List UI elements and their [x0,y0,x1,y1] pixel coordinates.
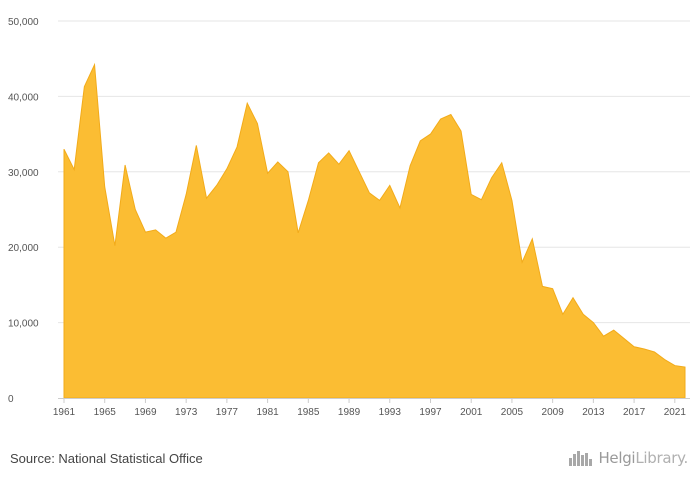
x-tick-label: 1993 [379,407,402,418]
x-tick-label: 2005 [501,407,524,418]
brand-name-suffix: Library. [635,449,688,467]
x-tick-label: 1973 [175,407,198,418]
x-tick-label: 1977 [216,407,239,418]
x-tick-label: 2021 [664,407,687,418]
axes: 0 10,000 20,000 30,000 40,000 50,000 1961 1965 1… [8,17,690,418]
x-tick-label: 1961 [53,407,76,418]
x-tick-label: 1981 [256,407,279,418]
brand-logo[interactable]: HelgiLibrary. [568,449,688,467]
y-tick-label: 10,000 [8,319,39,330]
x-tick-label: 1965 [94,407,117,418]
x-tick-label: 1985 [297,407,320,418]
y-tick-label: 20,000 [8,243,39,254]
x-tick-label: 1997 [419,407,442,418]
x-tick-label: 1989 [338,407,361,418]
y-tick-label: 50,000 [8,17,39,28]
area-series [63,62,686,399]
y-tick-label: 0 [8,394,14,405]
brand-name-main: Helgi [598,449,636,467]
y-tick-label: 40,000 [8,92,39,103]
source-note: Source: National Statistical Office [10,451,203,466]
area-series-0 [63,62,686,399]
x-tick-label: 2013 [582,407,605,418]
x-tick-label: 1969 [134,407,157,418]
x-tick-label: 2017 [623,407,646,418]
skyline-logo-icon [569,451,593,466]
brand-name: HelgiLibrary. [598,449,688,467]
y-tick-label: 30,000 [8,168,39,179]
x-tick-label: 2009 [542,407,565,418]
x-tick-label: 2001 [460,407,483,418]
